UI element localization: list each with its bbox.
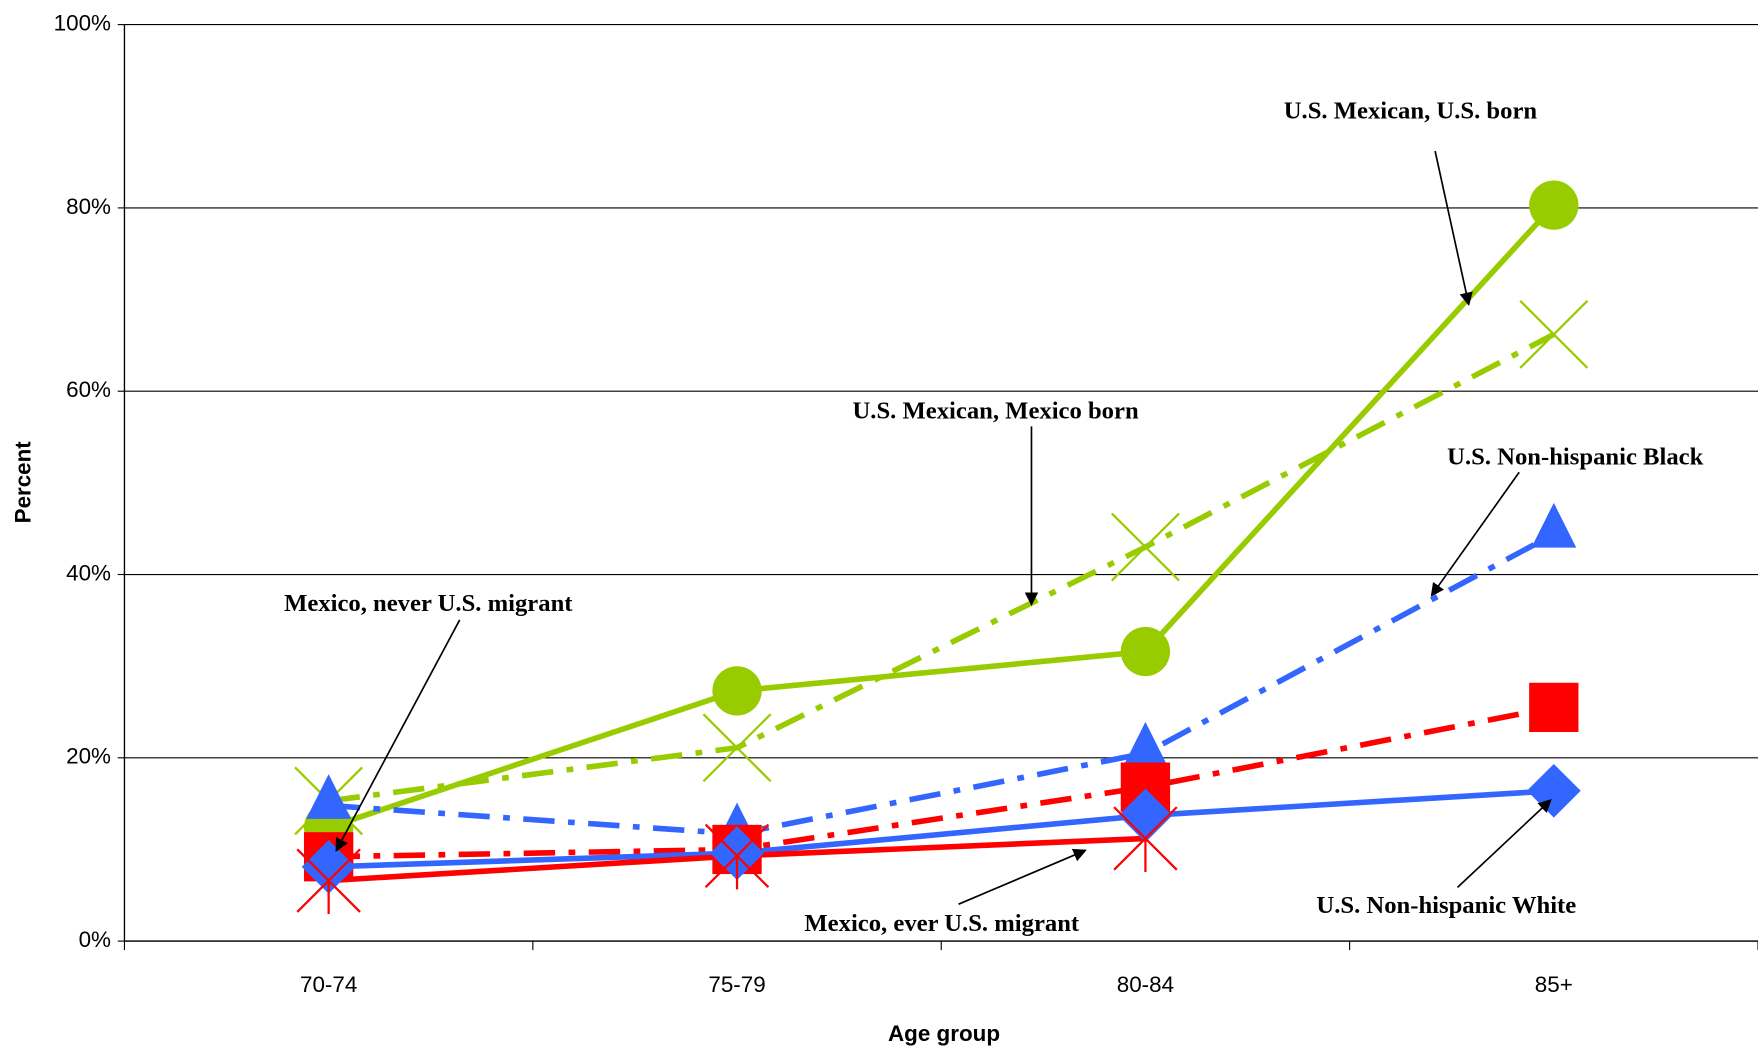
- x-tick-label: 85+: [1535, 972, 1573, 997]
- y-tick-label: 20%: [66, 744, 111, 769]
- series-label: U.S. Non-hispanic White: [1316, 892, 1576, 919]
- y-tick-label: 100%: [54, 11, 111, 36]
- marker: [306, 774, 352, 819]
- series-line: [328, 704, 1555, 860]
- y-tick-label: 40%: [66, 560, 111, 585]
- marker: [296, 848, 361, 915]
- series-line: [328, 531, 1556, 837]
- x-tick-label: 70-74: [300, 972, 357, 997]
- marker: [1531, 502, 1577, 548]
- marker: [1526, 763, 1581, 818]
- series-label: U.S. Mexican, U.S. born: [1284, 98, 1538, 125]
- annotation-arrow: [958, 848, 1087, 905]
- marker: [1122, 721, 1168, 767]
- marker: [1529, 180, 1579, 230]
- marker: [702, 713, 772, 783]
- x-tick-label: 75-79: [708, 972, 765, 997]
- annotation-arrow: [1430, 471, 1520, 597]
- annotation-arrow: [1434, 150, 1473, 307]
- series-line: [328, 331, 1556, 804]
- marker: [712, 666, 762, 716]
- series-line: [328, 788, 1554, 870]
- x-axis-title: Age group: [888, 1021, 1000, 1046]
- marker: [1118, 788, 1173, 843]
- marker: [1110, 512, 1180, 582]
- y-tick-label: 60%: [66, 377, 111, 402]
- y-axis-title: Percent: [11, 441, 36, 524]
- annotation-arrow: [335, 619, 461, 852]
- series-line: [327, 203, 1556, 831]
- marker: [1519, 300, 1589, 369]
- marker: [704, 823, 770, 890]
- x-tick-label: 80-84: [1117, 972, 1174, 997]
- y-tick-label: 80%: [66, 194, 111, 219]
- annotation-arrow: [1456, 798, 1552, 888]
- marker: [710, 826, 764, 880]
- marker: [1529, 682, 1579, 733]
- y-tick-label: 0%: [79, 927, 111, 952]
- marker: [1120, 626, 1171, 677]
- series-label: U.S. Mexican, Mexico born: [853, 398, 1139, 425]
- series-label: Mexico, never U.S. migrant: [284, 590, 573, 617]
- marker: [1113, 806, 1178, 873]
- series-label: Mexico, ever U.S. migrant: [804, 910, 1080, 937]
- series-label: U.S. Non-hispanic Black: [1447, 443, 1703, 470]
- marker: [301, 840, 356, 894]
